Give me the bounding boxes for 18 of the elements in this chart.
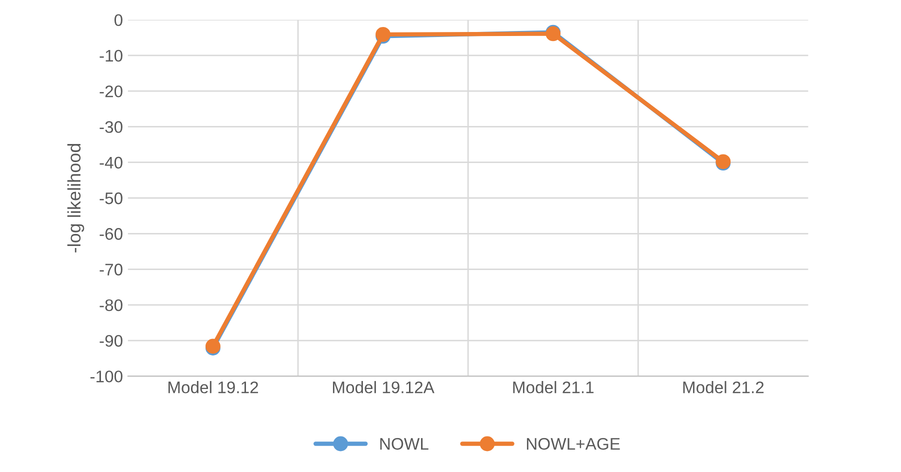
y-tick-label: -30	[100, 121, 122, 133]
legend-label: NOWL+AGE	[526, 438, 620, 450]
x-tick-label: Model 21.1	[513, 381, 594, 394]
y-tick-label: 0	[114, 14, 122, 26]
y-tick-label: -100	[90, 370, 122, 382]
x-tick-label: Model 19.12	[168, 381, 258, 394]
y-tick-label: -20	[100, 85, 122, 98]
y-tick-label: -90	[100, 334, 122, 347]
y-tick-label: -50	[100, 192, 122, 204]
y-tick-label: -10	[100, 50, 122, 62]
y-tick-label: -60	[100, 228, 122, 240]
x-tick-label: Model 19.12A	[332, 381, 434, 394]
legend-label: NOWL	[380, 438, 428, 450]
x-tick-label: Model 21.2	[683, 381, 764, 394]
y-tick-label: -80	[100, 299, 122, 312]
y-tick-label: -70	[100, 264, 122, 276]
y-axis-title: -log likelihood	[67, 144, 84, 252]
y-tick-label: -40	[100, 156, 122, 169]
